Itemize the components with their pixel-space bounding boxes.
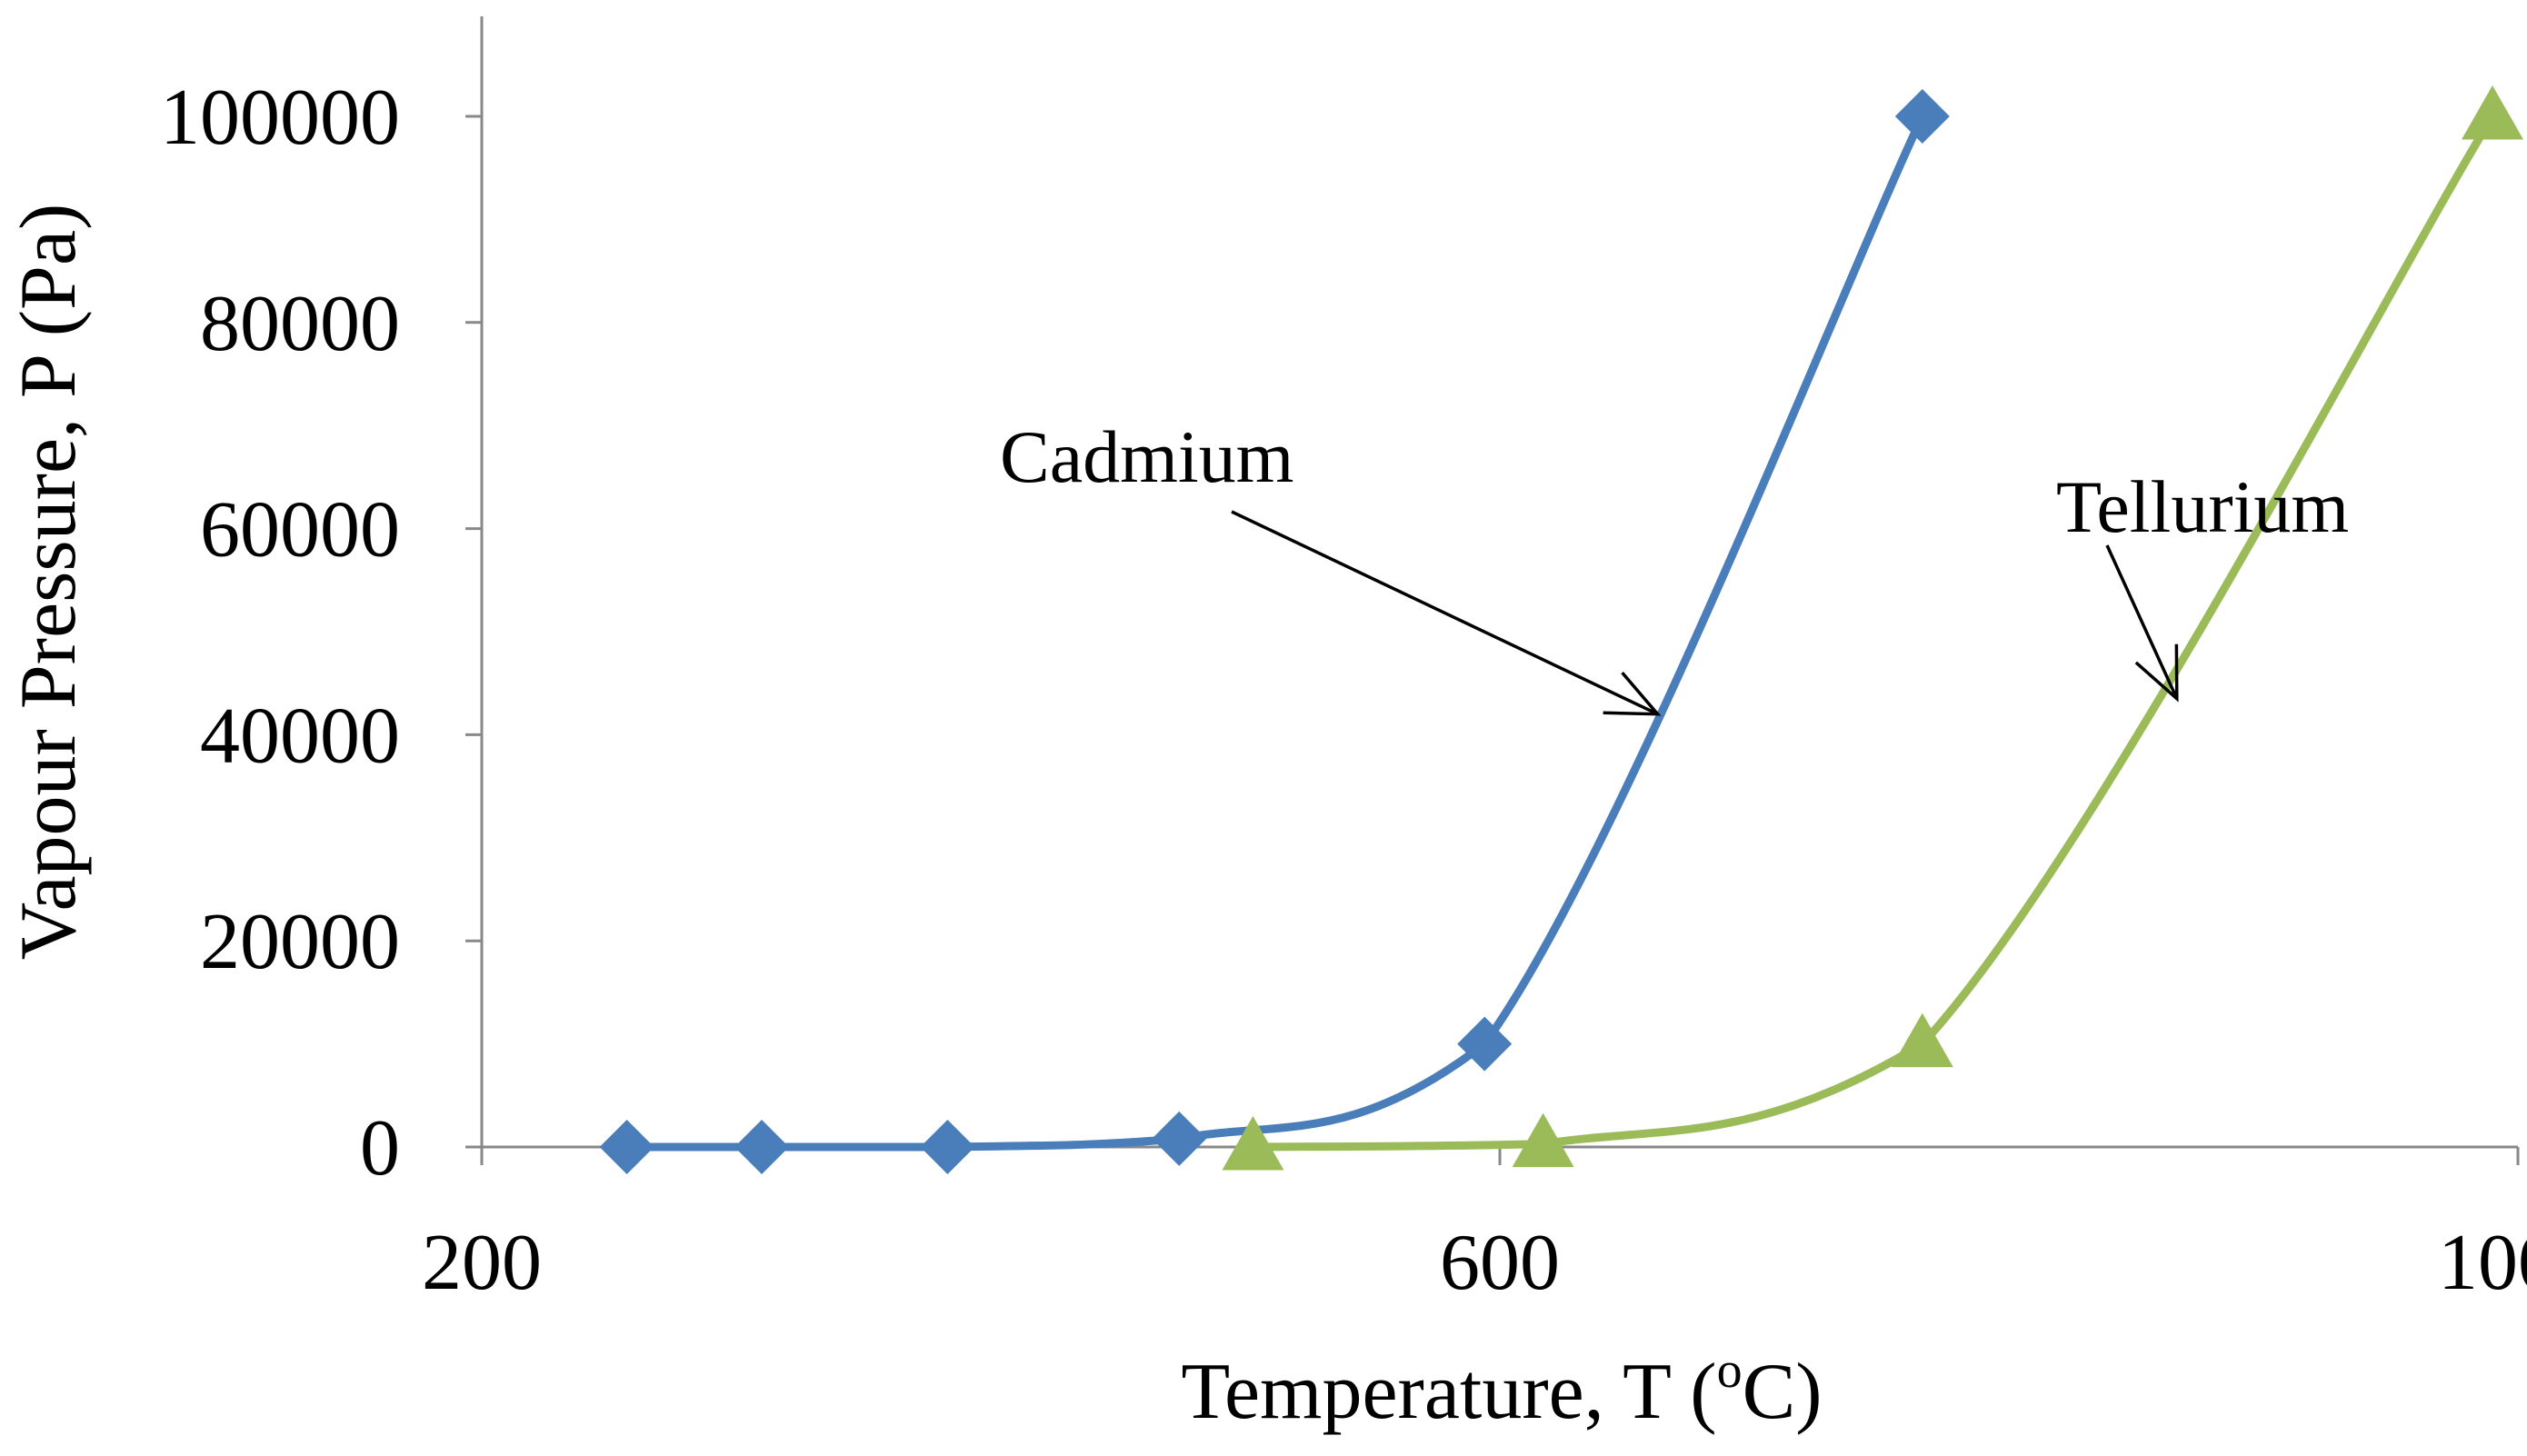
cadmium-data-point bbox=[1894, 89, 1950, 144]
tellurium-data-point bbox=[1891, 1012, 1953, 1068]
tellurium-data-point bbox=[2462, 85, 2523, 140]
tellurium-annotation-arrow bbox=[2105, 544, 2179, 700]
x-tick-label: 600 bbox=[1440, 1219, 1560, 1307]
y-ticks: 0 20000 40000 60000 80000 100000 bbox=[160, 74, 482, 1192]
x-axis-title-end: C) bbox=[1743, 1348, 1823, 1436]
y-axis-title: Vapour Pressure, P (Pa) bbox=[5, 204, 93, 961]
y-tick-label: 100000 bbox=[160, 74, 400, 162]
cadmium-data-point bbox=[1152, 1111, 1207, 1166]
x-tick-label: 1000 bbox=[2438, 1219, 2527, 1307]
x-axis-title: Temperature, T (oC) bbox=[1181, 1342, 1822, 1436]
x-axis-title-main: Temperature, T ( bbox=[1181, 1348, 1716, 1436]
cadmium-series-line bbox=[623, 112, 1927, 1152]
cadmium-annotation-arrow bbox=[1231, 510, 1659, 716]
tellurium-annotation-label: Tellurium bbox=[2056, 465, 2349, 548]
tellurium-data-point bbox=[1222, 1116, 1284, 1171]
cadmium-annotation-label: Cadmium bbox=[1000, 415, 1293, 498]
axes bbox=[465, 16, 2518, 1149]
tellurium-data-point bbox=[1512, 1112, 1574, 1168]
x-axis-title-sup: o bbox=[1717, 1342, 1743, 1399]
cadmium-data-point bbox=[734, 1120, 789, 1174]
series-markers bbox=[599, 85, 2523, 1174]
cadmium-data-point bbox=[1457, 1016, 1513, 1072]
annotations: Cadmium Tellurium bbox=[1000, 415, 2349, 716]
cadmium-data-point bbox=[599, 1120, 654, 1174]
tellurium-annotation-arrowhead bbox=[2134, 643, 2179, 703]
x-tick-label: 200 bbox=[422, 1219, 542, 1307]
series-lines bbox=[623, 112, 2497, 1152]
cadmium-annotation-arrowhead bbox=[1603, 671, 1662, 716]
y-tick-label: 60000 bbox=[200, 486, 400, 574]
tellurium-series-line bbox=[1248, 112, 2497, 1152]
cadmium-data-point bbox=[920, 1120, 975, 1174]
y-tick-label: 80000 bbox=[200, 280, 400, 368]
y-tick-label: 0 bbox=[360, 1104, 400, 1192]
x-ticks: 200 600 1000 bbox=[422, 1147, 2527, 1307]
y-tick-label: 40000 bbox=[200, 692, 400, 780]
y-tick-label: 20000 bbox=[200, 898, 400, 986]
